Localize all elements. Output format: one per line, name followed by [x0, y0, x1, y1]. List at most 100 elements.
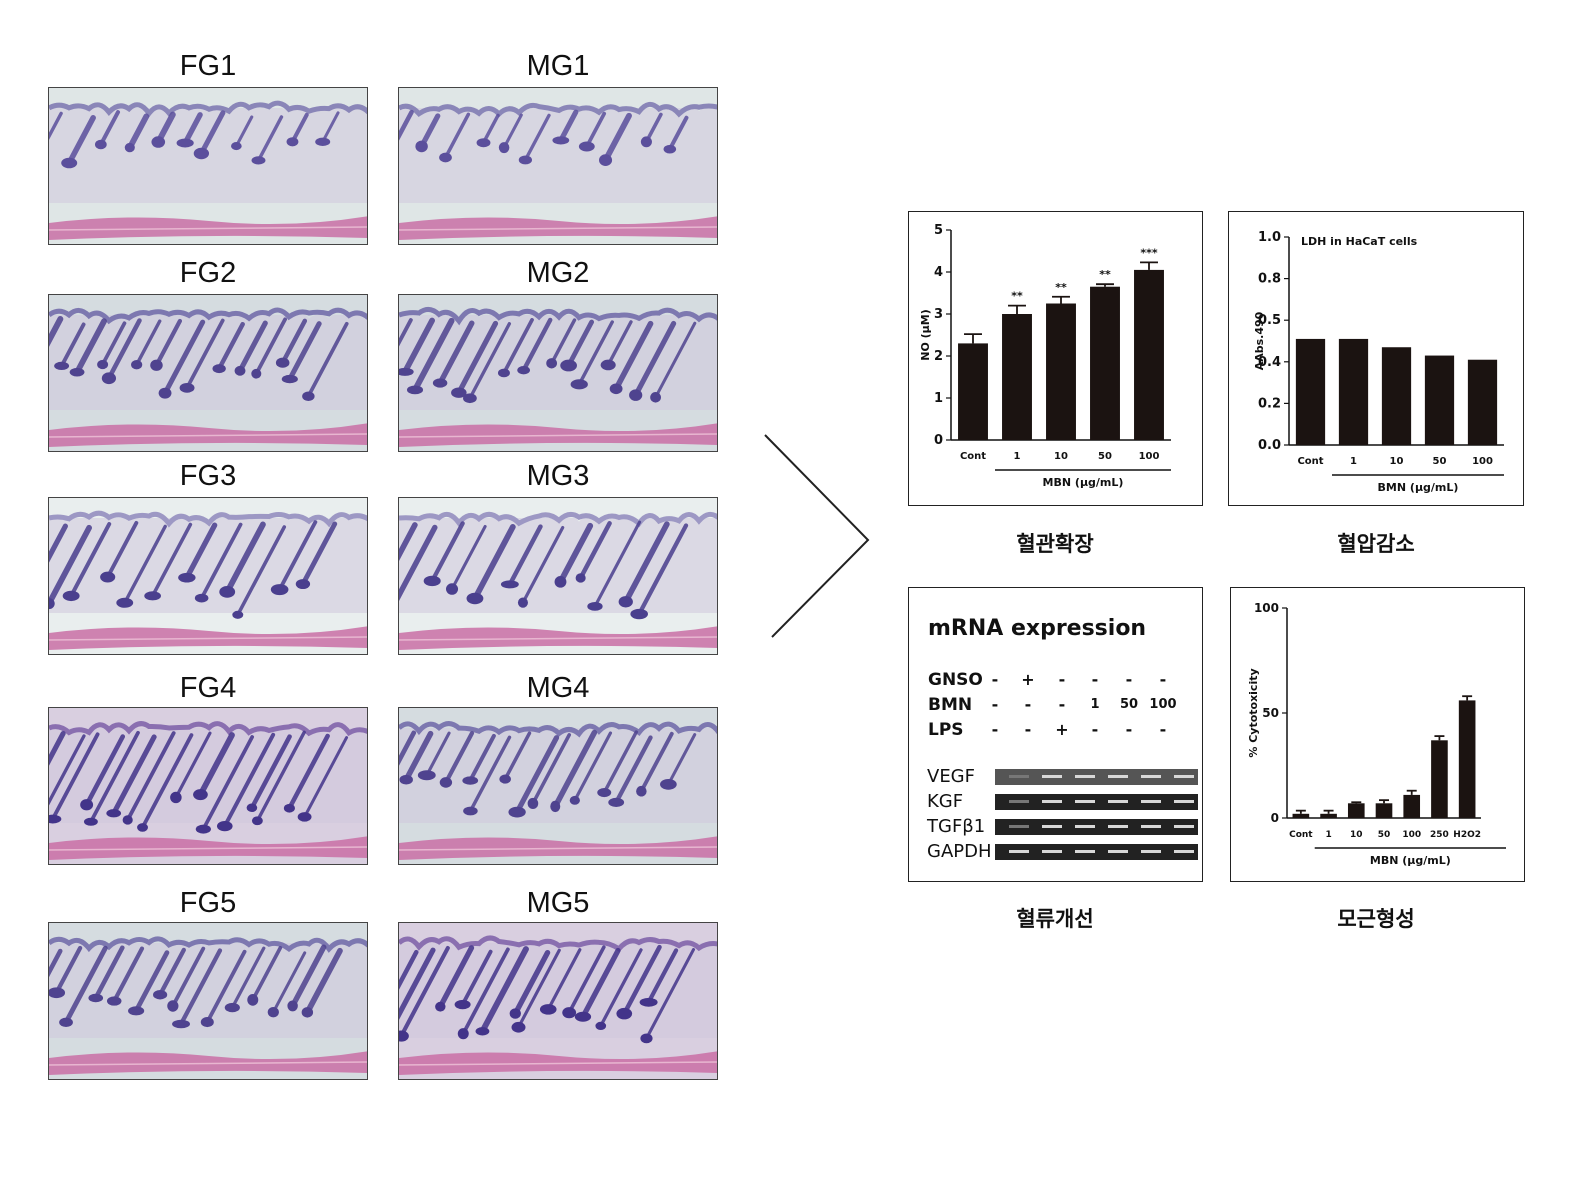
- follicle-bulb: [636, 785, 647, 797]
- follicle-bulb: [578, 141, 595, 152]
- hair-follicle: [593, 520, 642, 608]
- hair-follicle: [599, 948, 643, 1028]
- hair-follicle: [123, 524, 167, 605]
- y-tick-label: 2: [934, 349, 943, 364]
- treatment-value: +: [1055, 720, 1069, 739]
- follicle-bulb: [406, 385, 424, 395]
- follicle-bulb: [570, 379, 588, 390]
- follicle-bulb: [552, 136, 570, 145]
- follicle-bulb: [457, 1028, 469, 1040]
- hair-follicle: [170, 946, 206, 1008]
- gel-band: [1075, 800, 1095, 803]
- follicle-bulb: [194, 593, 209, 603]
- treatment-label: LPS: [928, 720, 964, 740]
- hair-follicle: [578, 521, 612, 581]
- follicle-bulb: [451, 387, 467, 398]
- hair-follicle: [450, 524, 487, 591]
- gel-band: [1141, 850, 1161, 853]
- follicle-bulb: [640, 136, 652, 148]
- hair-follicle: [602, 730, 639, 795]
- epidermis: [399, 721, 717, 738]
- hair-follicle: [250, 946, 283, 1002]
- muscle-fiber: [399, 1061, 717, 1066]
- follicle-bulb: [116, 597, 134, 608]
- hair-follicle: [140, 733, 194, 830]
- x-tick-label: 10: [1350, 830, 1363, 840]
- hair-follicle: [105, 520, 139, 579]
- hair-follicle: [174, 731, 212, 800]
- hair-follicle: [402, 317, 435, 375]
- follicle-bulb: [49, 814, 62, 824]
- gel-lane-row: [995, 794, 1198, 810]
- significance-label: **: [1099, 268, 1111, 281]
- hair-follicle: [514, 735, 560, 815]
- follicle-bulb: [295, 579, 311, 590]
- gel-band: [1075, 775, 1095, 778]
- chart-title: LDH in HaCaT cells: [1301, 235, 1418, 248]
- y-tick-label: 50: [1262, 706, 1279, 720]
- follicle-bulb: [560, 359, 577, 372]
- hair-follicle: [201, 735, 255, 832]
- follicle-bulb: [575, 573, 586, 583]
- follicle-bulb: [439, 777, 453, 788]
- histology-label: MG2: [526, 257, 590, 289]
- follicle-bulb: [212, 364, 226, 374]
- y-tick-label: 0: [1271, 811, 1279, 825]
- hair-follicle: [277, 520, 318, 592]
- hair-follicle: [502, 113, 523, 150]
- hair-follicle: [290, 112, 309, 144]
- gene-label: VEGF: [927, 766, 975, 787]
- bar: [1458, 700, 1476, 818]
- gel-band: [1174, 800, 1194, 803]
- epidermis: [399, 511, 717, 528]
- hair-follicle: [613, 320, 654, 392]
- follicle-bulb: [297, 812, 312, 822]
- treatment-value: -: [1024, 720, 1032, 739]
- follicle-bulb: [286, 137, 299, 147]
- y-tick-label: 100: [1254, 601, 1279, 615]
- bar: [1002, 314, 1032, 440]
- follicle-bulb: [275, 357, 290, 368]
- follicle-bulb: [97, 359, 109, 370]
- hair-follicle: [654, 321, 697, 399]
- follicle-bulb: [550, 800, 561, 813]
- follicle-bulb: [462, 776, 479, 785]
- treatment-value: -: [1125, 670, 1133, 689]
- follicle-bulb: [59, 1017, 73, 1028]
- treatment-value: -: [991, 720, 999, 739]
- hair-follicle: [98, 110, 121, 147]
- group-label: MBN (μg/mL): [1370, 854, 1451, 867]
- y-tick-label: 0: [934, 433, 943, 448]
- hair-follicle: [287, 733, 330, 811]
- histology-image: [398, 294, 718, 452]
- follicle-bulb: [172, 1019, 190, 1029]
- follicle-bulb: [287, 1000, 298, 1012]
- hair-follicle: [280, 318, 308, 365]
- follicle-bulb: [251, 816, 263, 826]
- hair-follicle: [126, 113, 150, 151]
- tissue-edge: [399, 708, 717, 732]
- hair-follicle: [557, 522, 594, 585]
- hair-follicle: [516, 948, 561, 1029]
- x-tick-label: 50: [1098, 451, 1112, 462]
- follicle-bulb: [176, 138, 194, 148]
- hair-follicle: [125, 731, 176, 822]
- hair-follicle: [234, 115, 254, 148]
- follicle-bulb: [281, 374, 298, 384]
- follicle-bulb: [640, 1033, 653, 1044]
- hair-follicle: [606, 320, 633, 367]
- follicle-bulb: [599, 154, 613, 167]
- hair-follicle: [236, 525, 287, 617]
- follicle-bulb: [219, 586, 236, 598]
- no-chart: 0 1 2 3 4 5 Cont ** 1 ** 10 ** 50 *** 100 MBN (μg/mL) NO…: [908, 211, 1203, 506]
- tissue-illustration: [49, 88, 367, 244]
- gel-band: [1075, 850, 1095, 853]
- follicle-bulb: [445, 583, 459, 595]
- hair-follicle: [549, 318, 577, 366]
- epidermis: [399, 306, 717, 326]
- hair-follicle: [198, 110, 226, 156]
- treatment-value: 100: [1149, 697, 1177, 712]
- follicle-bulb: [518, 155, 533, 165]
- bar: [1134, 269, 1164, 440]
- gel-band: [1042, 775, 1062, 778]
